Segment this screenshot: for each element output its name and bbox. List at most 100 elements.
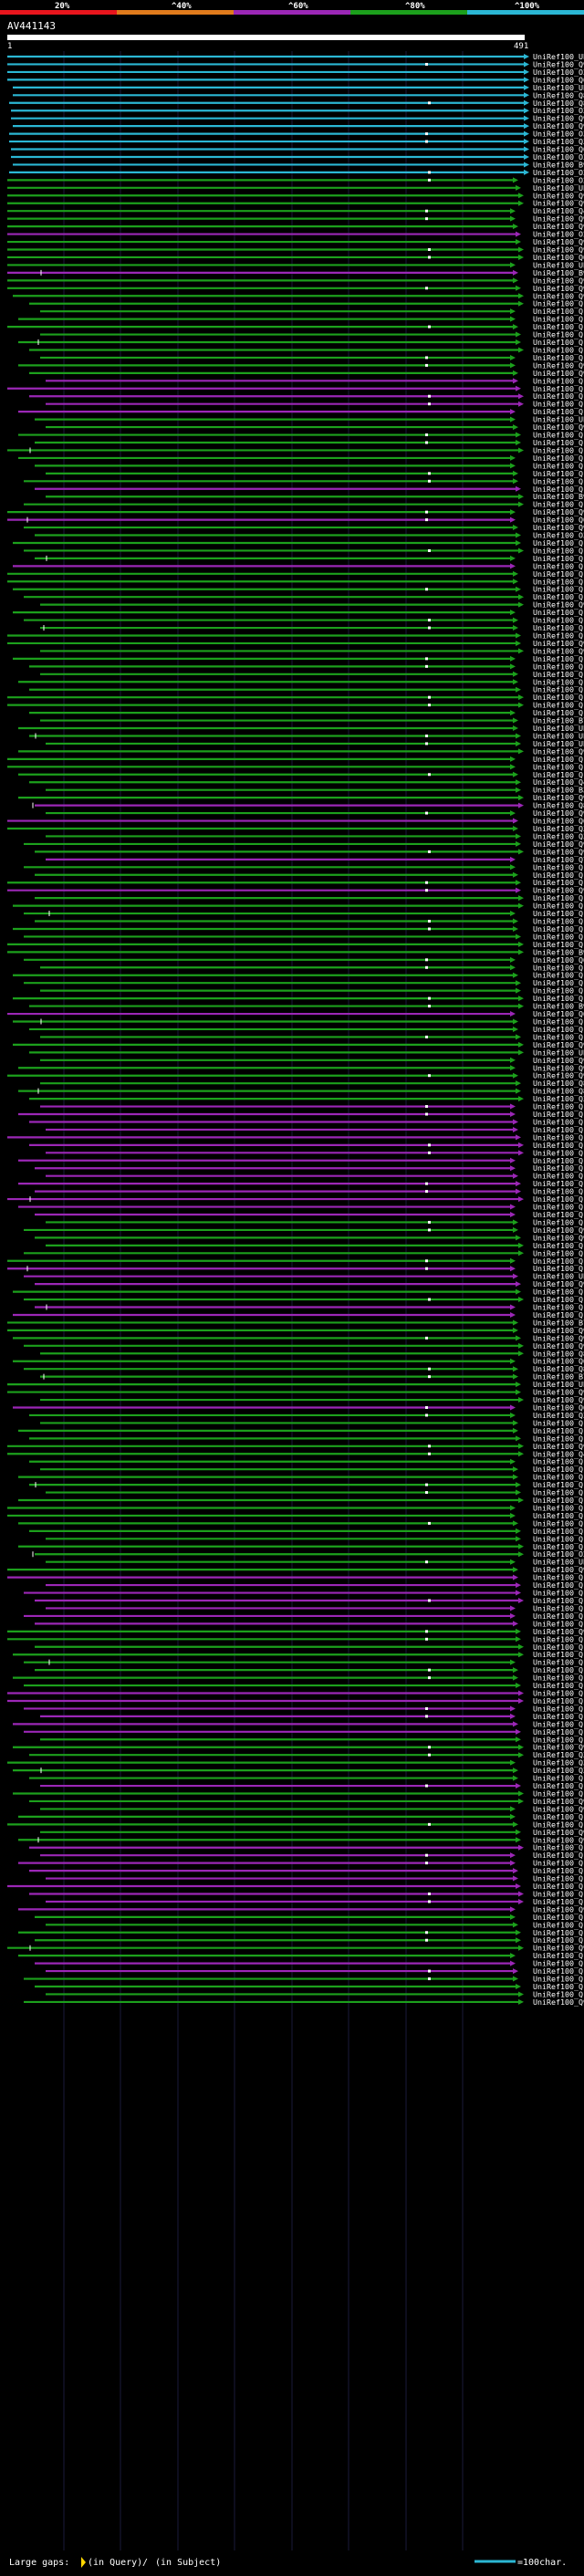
hit-row[interactable]: UniRef100_Q9C8U8 (40, 1804, 584, 1813)
hit-row[interactable]: UniRef100_Q19E63 (18, 315, 584, 324)
hit-label[interactable]: UniRef100_Q19GT2 (533, 909, 584, 918)
hit-row[interactable]: UniRef100_Q19H04 (35, 893, 584, 902)
hit-row[interactable]: UniRef100_Q19EB7 (40, 1781, 584, 1790)
hit-label[interactable]: UniRef100_Q19EB3 (533, 538, 584, 548)
hit-row[interactable]: UniRef100_Q9SZ66 (24, 840, 584, 849)
hit-label[interactable]: UniRef100_Q19G60 (533, 1727, 584, 1736)
hit-row[interactable]: UniRef100_Q19H03 (18, 770, 584, 779)
hit-row[interactable]: UniRef100_Q9SW69 (7, 222, 584, 231)
hit-row[interactable]: UniRef100_Q9SGU0 (13, 291, 584, 300)
hit-label[interactable]: UniRef100_Q19GW4 (533, 1241, 584, 1250)
hit-label[interactable]: UniRef100_Q19EA9 (533, 1503, 584, 1512)
hit-label[interactable]: UniRef100_B9IQ77 (533, 1002, 584, 1011)
hit-label[interactable]: UniRef100_Q19E60 (533, 384, 584, 393)
hit-row[interactable]: UniRef100_Q4MPW2 (7, 206, 584, 215)
hit-label[interactable]: UniRef100_Q19FJ2 (533, 1172, 584, 1181)
hit-row[interactable]: UniRef100_Q19EF1 (18, 1859, 584, 1868)
hit-row[interactable]: UniRef100_O23293 (32, 1549, 584, 1559)
hit-row[interactable]: UniRef100_Q9FL34 (18, 1063, 584, 1072)
hit-label[interactable]: UniRef100_Q19GZ6 (533, 654, 584, 663)
hit-row[interactable]: UniRef100_Q19GS5 (18, 1812, 584, 1821)
hit-row[interactable]: UniRef100_Q19E52 (24, 476, 584, 485)
hit-label[interactable]: UniRef100_Q19E41 (533, 407, 584, 416)
hit-label[interactable]: UniRef100_Q9SUK1 (533, 360, 584, 370)
hit-row[interactable]: UniRef100_Q19FL0 (18, 1156, 584, 1165)
hit-row[interactable]: UniRef100_Q9ZVX6 (7, 507, 584, 516)
hit-label[interactable]: UniRef100_Q9SGU0 (533, 291, 584, 300)
hit-row[interactable]: UniRef100_Q4WUN2 (29, 777, 584, 787)
hit-label[interactable]: UniRef100_Q9FHD0 (533, 369, 584, 378)
hit-row[interactable]: UniRef100_Q19GS1 (40, 1465, 584, 1474)
hit-label[interactable]: UniRef100_Q19E65 (533, 561, 584, 570)
hit-label[interactable]: UniRef100_Q19EA5 (533, 1897, 584, 1906)
hit-label[interactable]: UniRef100_Q19E86 (533, 299, 584, 308)
hit-row[interactable]: UniRef100_Q19E65 (13, 561, 584, 570)
hit-label[interactable]: UniRef100_Q19FG8 (533, 1310, 584, 1319)
hit-label[interactable]: UniRef100_UP1000... (533, 83, 584, 92)
hit-row[interactable]: UniRef100_Q7FX59 (46, 855, 584, 864)
hit-row[interactable]: UniRef100_Q0ZH7 (7, 516, 584, 525)
hit-row[interactable]: UniRef100_Q9ZSN6 (7, 1565, 584, 1574)
hit-label[interactable]: UniRef100_Q9FHF3 (533, 1395, 584, 1404)
hit-label[interactable]: UniRef100_O3EAK3 (533, 130, 584, 139)
hit-row[interactable]: UniRef100_UP1000... (29, 731, 584, 740)
hit-row[interactable]: UniRef100_Q19GV2 (18, 1951, 584, 1960)
hit-row[interactable]: UniRef100_Q19E62 (18, 431, 584, 440)
hit-label[interactable]: UniRef100_Q9FHF6 (533, 1835, 584, 1844)
hit-label[interactable]: UniRef100_Q0WV14 (533, 145, 584, 154)
hit-row[interactable]: UniRef100_Q38K63 (29, 1094, 584, 1103)
hit-row[interactable]: UniRef100_Q19EB2 (18, 1496, 584, 1505)
hit-label[interactable]: UniRef100_Q19FA6 (533, 1920, 584, 1929)
hit-row[interactable]: UniRef100_Q19EF4 (29, 1117, 584, 1126)
hit-row[interactable]: UniRef100_Q19FM3 (40, 1735, 584, 1744)
hit-label[interactable]: UniRef100_Q19GT9 (533, 994, 584, 1003)
hit-label[interactable]: UniRef100_Q19E99 (533, 1527, 584, 1536)
hit-label[interactable]: UniRef100_O23293 (533, 1549, 584, 1559)
hit-row[interactable]: UniRef100_Q19GU3 (7, 1257, 584, 1266)
hit-label[interactable]: UniRef100_Q19FN1 (533, 1148, 584, 1157)
hit-row[interactable]: UniRef100_UP1000... (35, 415, 584, 424)
hit-label[interactable]: UniRef100_Q19E96 (533, 1534, 584, 1543)
hit-row[interactable]: UniRef100_Q9FHD3 (46, 422, 584, 432)
hit-label[interactable]: UniRef100_Q9FL34 (533, 1063, 584, 1072)
hit-label[interactable]: UniRef100_Q9L1V1 (533, 276, 584, 285)
hit-label[interactable]: UniRef100_Q19GE7 (533, 1774, 584, 1783)
hit-row[interactable]: UniRef100_Q9SUK1 (18, 360, 584, 370)
hit-row[interactable]: UniRef100_B9N1M3 (7, 268, 584, 277)
hit-label[interactable]: UniRef100_Q8GWY7 (533, 1364, 584, 1373)
hit-label[interactable]: UniRef100_Q19GF7 (533, 862, 584, 871)
hit-label[interactable]: UniRef100_Q19GU3 (533, 1257, 584, 1266)
hit-label[interactable]: UniRef100_Q9SSV5 (533, 1627, 584, 1636)
hit-label[interactable]: UniRef100_Q19E39 (533, 338, 584, 347)
hit-label[interactable]: UniRef100_Q6C2N4 (533, 817, 584, 826)
hit-label[interactable]: UniRef100_Q19E89 (533, 376, 584, 385)
hit-row[interactable]: UniRef100_Q19E99 (29, 1527, 584, 1536)
hit-label[interactable]: UniRef100_Q19GX1 (533, 978, 584, 987)
hit-label[interactable]: UniRef100_UP1000... (533, 739, 584, 748)
hit-label[interactable]: UniRef100_Q9FHX7 (533, 1326, 584, 1335)
hit-row[interactable]: UniRef100_Q9S2Q7 (18, 793, 584, 802)
hit-row[interactable]: UniRef100_Q19GD3 (7, 1820, 584, 1829)
hit-row[interactable]: UniRef100_Q19GW9 (24, 1248, 584, 1257)
hit-label[interactable]: UniRef100_Q19F18 (533, 1303, 584, 1312)
hit-row[interactable]: UniRef100_Q19H00 (40, 963, 584, 972)
hit-row[interactable]: UniRef100_Q19GZ4 (35, 917, 584, 926)
hit-label[interactable]: UniRef100_Q19GY9 (533, 1658, 584, 1667)
hit-row[interactable]: UniRef100_Q19EB1 (24, 1704, 584, 1713)
hit-label[interactable]: UniRef100_Q38K14 (533, 831, 584, 840)
hit-label[interactable]: UniRef100_Q19E95 (533, 1542, 584, 1551)
hit-row[interactable]: UniRef100_Q19FI0 (29, 1843, 584, 1852)
hit-row[interactable]: UniRef100_Q19GU8 (40, 986, 584, 996)
hit-row[interactable]: UniRef100_Q8S4Q0 (13, 90, 584, 99)
hit-label[interactable]: UniRef100_Q9C4A0 (533, 1743, 584, 1752)
hit-label[interactable]: UniRef100_Q9C4E0 (533, 600, 584, 610)
hit-row[interactable]: UniRef100_Q19H06 (13, 1288, 584, 1297)
hit-row[interactable]: UniRef100_B9IQ77 (29, 1002, 584, 1011)
hit-row[interactable]: UniRef100_Q19GT3 (7, 940, 584, 949)
hit-row[interactable]: UniRef100_Q19GT0 (29, 708, 584, 717)
hit-row[interactable]: UniRef100_Q9FFS6 (7, 1944, 584, 1953)
hit-label[interactable]: UniRef100_Q38K60 (533, 1758, 584, 1768)
hit-row[interactable]: UniRef100_Q19GX1 (24, 978, 584, 987)
hit-label[interactable]: UniRef100_B9NJS3 (533, 492, 584, 501)
hit-label[interactable]: UniRef100_B7U8B4 (533, 1372, 584, 1382)
